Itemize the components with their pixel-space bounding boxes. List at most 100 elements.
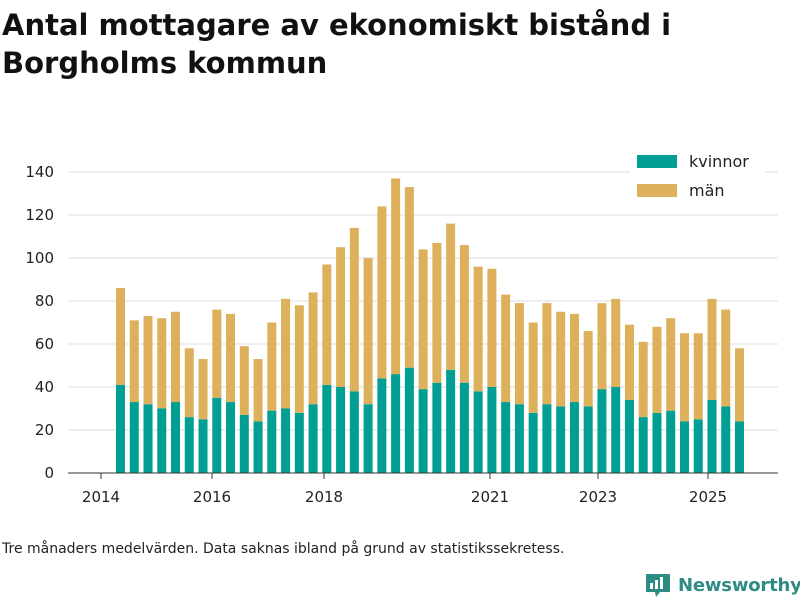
bar-kvinnor — [611, 387, 621, 473]
bar-man — [514, 303, 524, 405]
bar-kvinnor — [679, 421, 689, 473]
bar-man — [336, 247, 346, 387]
bar-man — [226, 313, 236, 403]
x-axis: 2014 2016 2018 2021 2023 2025 — [82, 473, 727, 506]
bar-man — [239, 346, 249, 415]
bar-man — [611, 298, 621, 387]
bar-man — [432, 242, 442, 383]
bar-kvinnor — [432, 382, 442, 473]
bar-man — [404, 187, 414, 368]
bar-kvinnor — [281, 408, 291, 473]
bar-kvinnor — [514, 404, 524, 473]
newsworthy-logo-icon — [646, 574, 670, 597]
bar-kvinnor — [349, 391, 359, 473]
bar-kvinnor — [184, 417, 194, 473]
legend-label: män — [689, 181, 725, 200]
brand-name: Newsworthy — [678, 574, 800, 596]
bar-kvinnor — [735, 421, 744, 473]
bar-kvinnor — [391, 374, 401, 473]
bar-kvinnor — [377, 378, 387, 473]
bar-man — [391, 178, 401, 375]
bar-kvinnor — [473, 391, 483, 473]
bar-kvinnor — [693, 419, 703, 473]
bar-man — [418, 249, 428, 390]
y-tick-label: 40 — [35, 378, 54, 396]
bar-man — [735, 348, 744, 422]
y-tick-label: 60 — [35, 335, 54, 353]
bar-man — [349, 227, 359, 392]
bar-kvinnor — [501, 402, 511, 473]
chart-title: Antal mottagare av ekonomiskt bistånd i … — [2, 8, 672, 80]
bar-man — [322, 264, 332, 385]
bar-kvinnor — [624, 399, 634, 473]
bar-kvinnor — [652, 412, 662, 473]
x-tick-label: 2016 — [193, 488, 231, 506]
bar-man — [583, 331, 593, 407]
bar-man — [281, 298, 291, 409]
bar-man — [171, 311, 181, 403]
bar-man — [267, 322, 277, 411]
bar-kvinnor — [129, 402, 139, 473]
footnote: Tre månaders medelvärden. Data saknas ib… — [2, 541, 565, 557]
bar-man — [528, 322, 538, 413]
bar-kvinnor — [721, 406, 731, 473]
bar-kvinnor — [239, 414, 249, 473]
bar-kvinnor — [171, 402, 181, 473]
bar-man — [693, 333, 703, 420]
bar-kvinnor — [446, 369, 456, 473]
bar-man — [116, 288, 125, 385]
bar-man — [459, 245, 469, 383]
bar-kvinnor — [528, 412, 538, 473]
bar-man — [569, 313, 579, 403]
bar-man — [377, 206, 387, 379]
bar-man — [652, 326, 662, 413]
bar-man — [363, 258, 373, 405]
bar-kvinnor — [707, 399, 717, 473]
legend-swatch — [637, 155, 677, 168]
bar-kvinnor — [198, 419, 208, 473]
bar-kvinnor — [583, 406, 593, 473]
bar-man — [212, 309, 222, 398]
bar-kvinnor — [212, 397, 222, 473]
bar-kvinnor — [556, 406, 566, 473]
x-tick-label: 2018 — [305, 488, 343, 506]
bar-man — [308, 292, 318, 405]
bar-kvinnor — [116, 384, 125, 473]
bar-kvinnor — [666, 410, 676, 473]
bar-man — [294, 305, 304, 413]
bar-man — [556, 311, 566, 407]
bar-kvinnor — [597, 389, 607, 473]
bar-kvinnor — [404, 367, 414, 473]
bar-kvinnor — [308, 404, 318, 473]
bar-man — [446, 223, 456, 370]
bar-kvinnor — [336, 387, 346, 473]
bar-kvinnor — [542, 404, 552, 473]
bar-man — [666, 318, 676, 411]
bar-kvinnor — [267, 410, 277, 473]
x-tick-label: 2023 — [579, 488, 617, 506]
bar-man — [143, 316, 153, 405]
x-tick-label: 2014 — [82, 488, 120, 506]
bar-kvinnor — [418, 389, 428, 473]
bar-kvinnor — [226, 402, 236, 473]
bar-man — [501, 294, 511, 403]
bar-kvinnor — [253, 421, 263, 473]
bar-man — [707, 298, 717, 400]
legend-label: kvinnor — [689, 152, 749, 171]
bar-kvinnor — [363, 404, 373, 473]
y-tick-label: 100 — [25, 249, 54, 267]
y-tick-label: 120 — [25, 206, 54, 224]
bar-man — [597, 303, 607, 390]
bar-man — [473, 266, 483, 392]
bar-man — [253, 359, 263, 422]
x-tick-label: 2021 — [471, 488, 509, 506]
y-tick-label: 20 — [35, 421, 54, 439]
bar-man — [624, 324, 634, 400]
bar-man — [721, 309, 731, 407]
y-tick-label: 0 — [44, 464, 54, 482]
bar-kvinnor — [143, 404, 153, 473]
bars — [116, 178, 744, 473]
bar-man — [638, 341, 648, 418]
legend-swatch — [637, 184, 677, 197]
